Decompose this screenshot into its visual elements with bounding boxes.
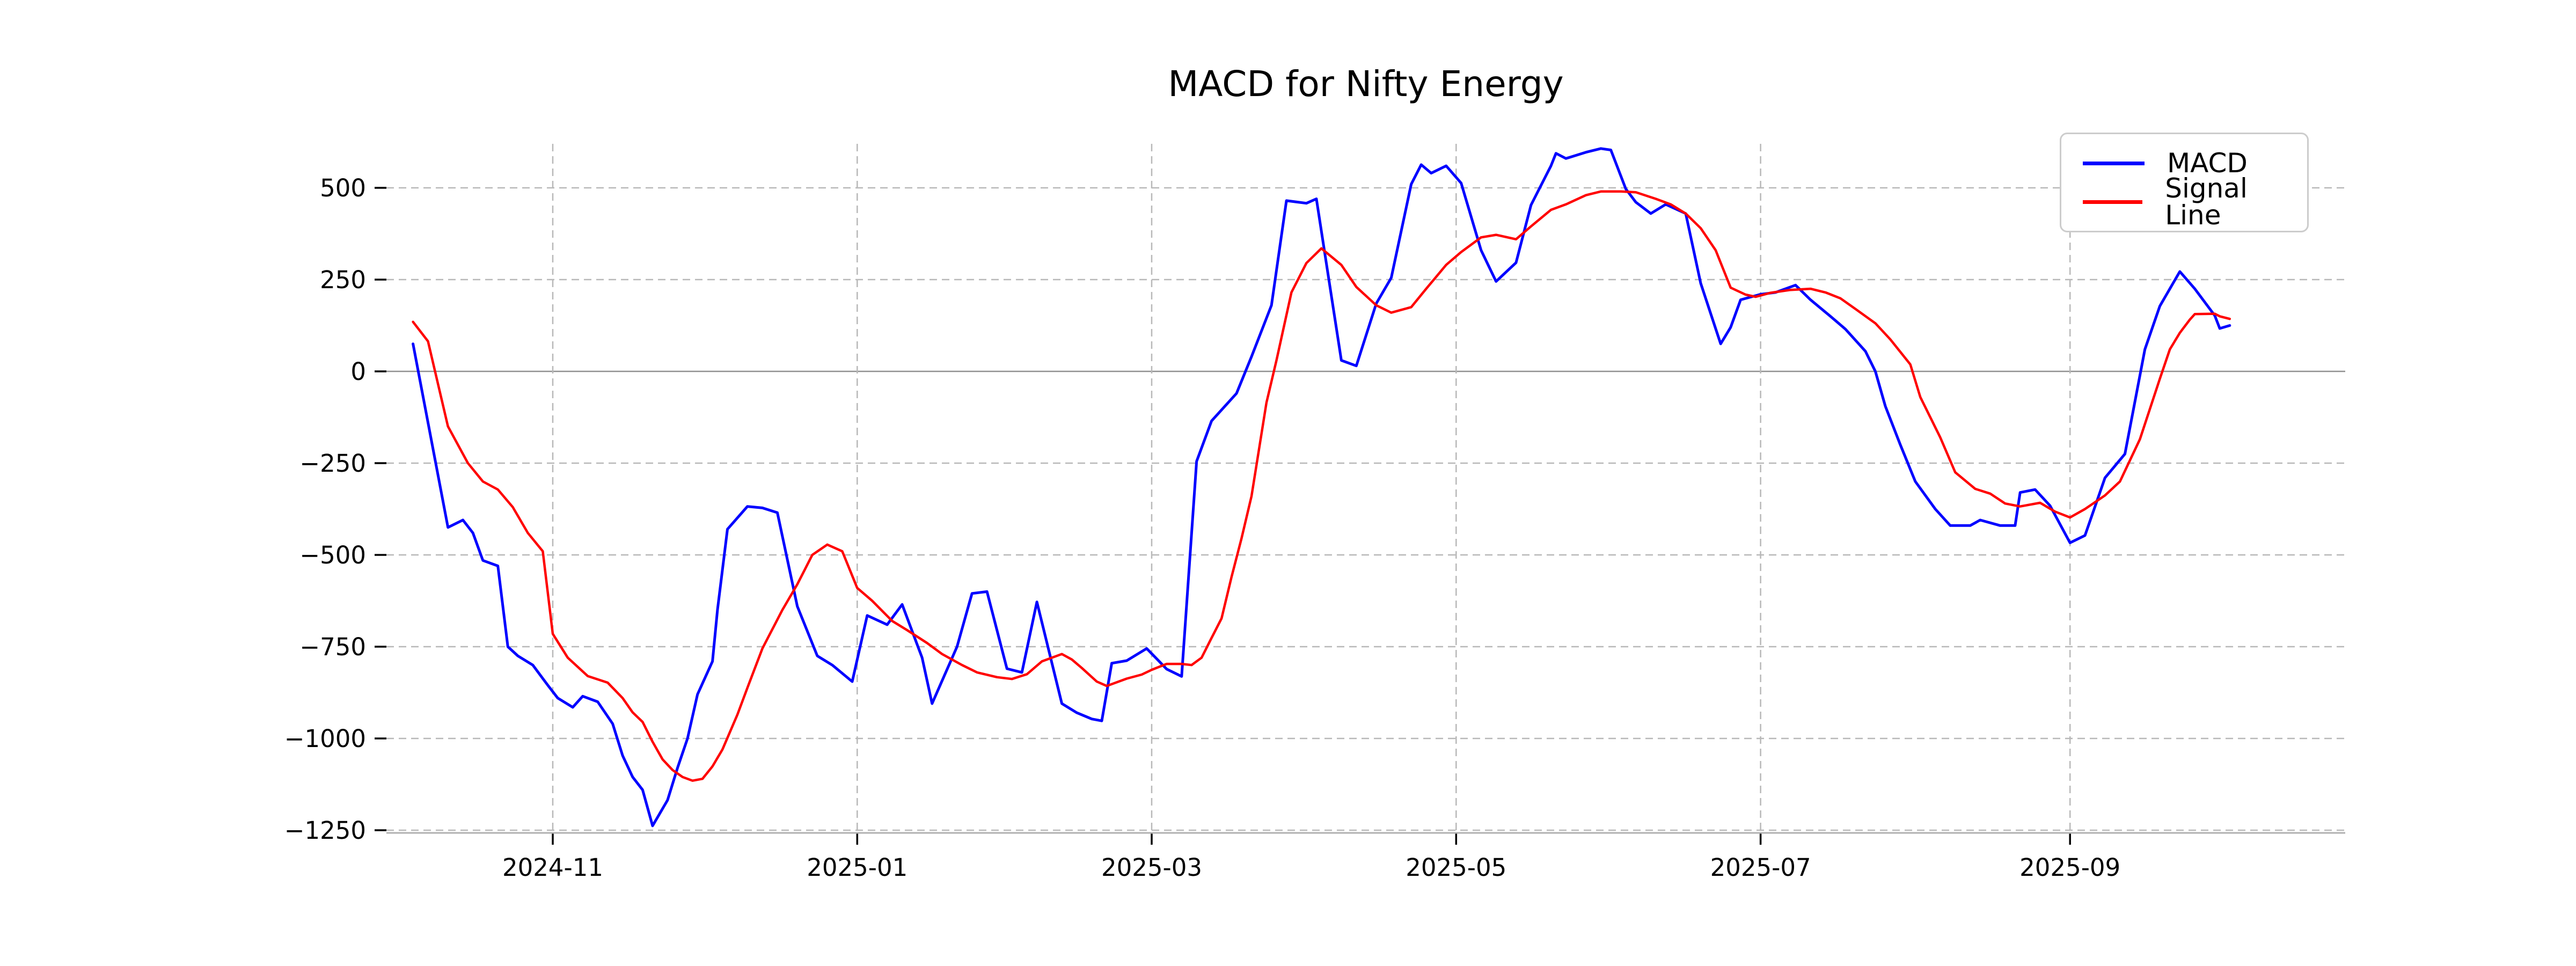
legend: MACD Signal Line [2060,133,2309,232]
y-tick-label: −750 [299,633,366,661]
signal-line-swatch [2083,200,2143,204]
x-tick-label: 2025-07 [1710,853,1811,882]
x-tick-label: 2025-03 [1101,853,1202,882]
macd-line-swatch [2083,161,2145,165]
chart-title: MACD for Nifty Energy [1168,63,1564,105]
x-tick-label: 2025-01 [807,853,908,882]
y-tick-label: −1250 [284,816,366,845]
y-tick-label: −250 [299,449,366,478]
macd-line [412,147,2231,828]
x-tick-label: 2025-05 [1406,853,1506,882]
y-tick-label: 0 [350,357,366,386]
y-tick-label: 500 [320,174,366,202]
legend-item-macd: MACD [2083,144,2307,182]
x-tick-label: 2025-09 [2019,853,2120,882]
legend-item-signal: Signal Line [2083,175,2307,229]
legend-label-macd: MACD [2167,148,2248,179]
x-tick-label: 2024-11 [502,853,603,882]
y-tick-label: 250 [320,266,366,294]
y-tick-label: −1000 [284,724,366,753]
signal-line [412,190,2231,782]
y-tick-label: −500 [299,541,366,569]
legend-label-signal: Signal Line [2165,173,2248,231]
